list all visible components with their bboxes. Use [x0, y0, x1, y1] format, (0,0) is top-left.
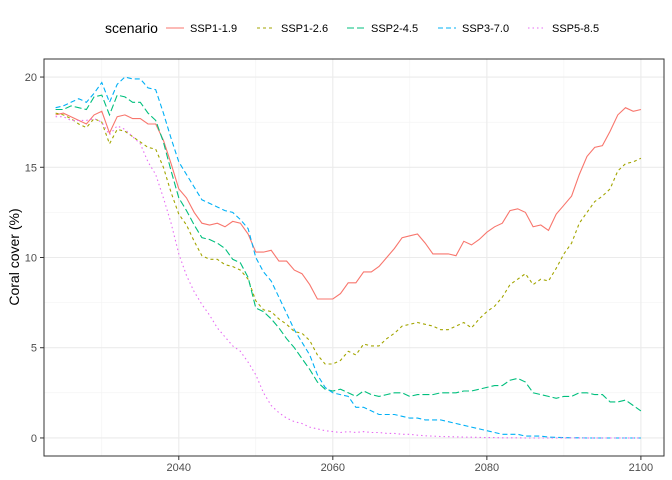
legend-label-ssp5-8.5: SSP5-8.5 — [552, 23, 599, 35]
y-tick-label: 5 — [31, 343, 37, 355]
legend-title: scenario — [105, 20, 158, 36]
legend: scenario SSP1-1.9 SSP1-2.6 SSP2-4.5 SSP3-7.… — [105, 20, 599, 36]
x-tick-label: 2080 — [475, 462, 499, 474]
series-layer — [55, 76, 642, 439]
legend-label-ssp3-7.0: SSP3-7.0 — [462, 23, 509, 35]
legend-label-ssp1-1.9: SSP1-1.9 — [190, 23, 237, 35]
legend-label-ssp2-4.5: SSP2-4.5 — [371, 23, 418, 35]
x-tick-label: 2100 — [629, 462, 653, 474]
series-line-ssp1-2.6 — [55, 112, 642, 365]
y-axis: 0 5 10 15 20 — [25, 72, 44, 445]
y-tick-label: 15 — [25, 162, 37, 174]
series-line-ssp3-7.0 — [55, 76, 641, 439]
series-line-ssp5-8.5 — [55, 116, 641, 439]
grid — [44, 59, 664, 456]
x-axis: 2040 2060 2080 2100 — [167, 456, 653, 474]
x-tick-label: 2060 — [321, 462, 345, 474]
legend-label-ssp1-2.6: SSP1-2.6 — [281, 23, 328, 35]
series-line-ssp2-4.5 — [55, 94, 642, 412]
y-tick-label: 20 — [25, 72, 37, 84]
y-axis-title: Coral cover (%) — [6, 208, 22, 305]
y-tick-label: 10 — [25, 253, 37, 265]
x-tick-label: 2040 — [167, 462, 191, 474]
y-tick-label: 0 — [31, 433, 37, 445]
series-line-ssp1-1.9 — [55, 107, 642, 300]
